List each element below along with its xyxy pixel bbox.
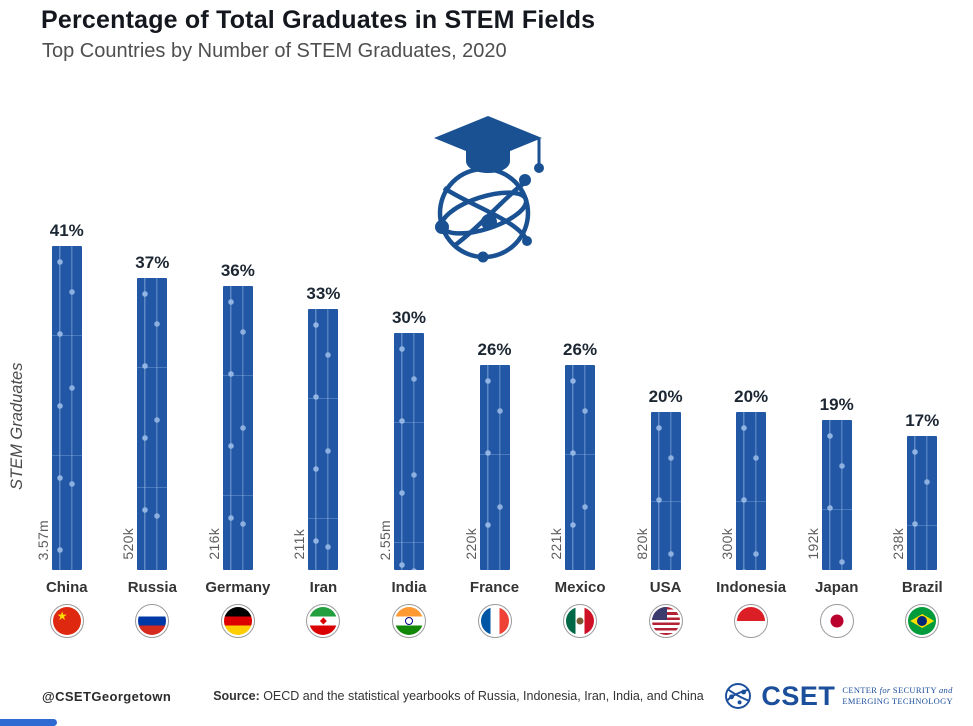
flag-mexico-icon bbox=[563, 604, 598, 638]
bar-russia bbox=[137, 278, 168, 570]
flag-france-icon bbox=[477, 604, 512, 638]
cset-logo-text: CSET bbox=[761, 680, 836, 711]
bar-column-indonesia: 20% Indonesia 300k bbox=[708, 198, 794, 638]
bar-indonesia bbox=[736, 412, 767, 570]
country-label-usa: USA bbox=[649, 579, 682, 596]
bar-mexico bbox=[565, 365, 596, 570]
country-label-indonesia: Indonesia bbox=[716, 579, 787, 596]
page-title: Percentage of Total Graduates in STEM Fi… bbox=[41, 6, 596, 34]
percent-label-brazil: 17% bbox=[905, 411, 940, 430]
bar-column-germany: 36% Germany 216k bbox=[195, 198, 281, 638]
bottom-left-accent-bar bbox=[0, 719, 57, 726]
percent-label-russia: 37% bbox=[135, 253, 170, 272]
flag-iran-icon bbox=[306, 604, 341, 638]
bar-chart: 41% China ★ 3.57m 37% Russia 520k 36% Germany 216… bbox=[24, 198, 965, 638]
count-label-france: 220k bbox=[462, 528, 479, 560]
count-label-indonesia: 300k bbox=[719, 528, 736, 560]
twitter-handle: @CSETGeorgetown bbox=[42, 688, 172, 704]
flag-brazil-icon bbox=[905, 604, 940, 638]
country-label-japan: Japan bbox=[815, 579, 859, 596]
bar-column-russia: 37% Russia 520k bbox=[110, 198, 196, 638]
percent-label-usa: 20% bbox=[648, 387, 683, 406]
bar-column-brazil: 17% Brazil 238k bbox=[879, 198, 965, 638]
flag-japan-icon bbox=[819, 604, 854, 638]
flag-china-icon: ★ bbox=[49, 604, 84, 638]
star-flag-emblem: ★ bbox=[56, 609, 68, 623]
bar-column-mexico: 26% Mexico 221k bbox=[537, 198, 623, 638]
count-label-usa: 820k bbox=[633, 528, 650, 560]
bar-column-india: 30% India 2.55m bbox=[366, 198, 452, 638]
flag-indonesia-icon bbox=[734, 604, 769, 638]
count-label-iran: 211k bbox=[291, 529, 308, 560]
bar-column-china: 41% China ★ 3.57m bbox=[24, 198, 110, 638]
percent-label-france: 26% bbox=[477, 340, 512, 359]
percent-label-china: 41% bbox=[49, 221, 84, 240]
percent-label-mexico: 26% bbox=[563, 340, 598, 359]
country-label-brazil: Brazil bbox=[901, 579, 943, 596]
flag-russia-icon bbox=[135, 604, 170, 638]
bar-column-usa: 20% USA 820k bbox=[623, 198, 709, 638]
source-text: OECD and the statistical yearbooks of Ru… bbox=[259, 689, 704, 703]
sun-flag-emblem bbox=[830, 614, 844, 628]
percent-label-iran: 33% bbox=[306, 284, 341, 303]
country-label-russia: Russia bbox=[127, 579, 177, 596]
chakra-flag-emblem bbox=[404, 617, 413, 625]
bar-column-france: 26% France 220k bbox=[452, 198, 538, 638]
country-label-france: France bbox=[469, 579, 520, 596]
bar-usa bbox=[650, 412, 681, 570]
count-label-russia: 520k bbox=[120, 528, 137, 560]
bar-germany bbox=[222, 286, 253, 570]
bar-brazil bbox=[907, 436, 938, 570]
bar-france bbox=[479, 365, 510, 570]
bar-japan bbox=[821, 420, 852, 570]
count-label-mexico: 221k bbox=[548, 528, 565, 560]
ir-flag-emblem bbox=[319, 617, 327, 625]
bar-column-iran: 33% Iran 211k bbox=[281, 198, 367, 638]
brazil-flag-globe bbox=[917, 616, 928, 626]
count-label-china: 3.57m bbox=[34, 519, 51, 560]
count-label-germany: 216k bbox=[205, 528, 222, 560]
flag-usa-icon bbox=[648, 604, 683, 638]
flag-india-icon bbox=[391, 604, 426, 638]
country-label-mexico: Mexico bbox=[554, 579, 606, 596]
country-label-germany: Germany bbox=[205, 579, 271, 596]
cset-logo-icon bbox=[725, 683, 752, 709]
bar-column-japan: 19% Japan 192k bbox=[794, 198, 880, 638]
count-label-japan: 192k bbox=[804, 528, 821, 560]
bar-india bbox=[393, 333, 424, 570]
page-subtitle: Top Countries by Number of STEM Graduate… bbox=[42, 40, 507, 62]
source-note: Source: OECD and the statistical yearboo… bbox=[213, 689, 704, 703]
percent-label-japan: 19% bbox=[819, 395, 854, 414]
percent-label-india: 30% bbox=[391, 308, 426, 327]
count-label-brazil: 238k bbox=[890, 528, 907, 560]
usa-flag-canton bbox=[651, 607, 667, 621]
cset-tagline: CENTER for SECURITY and EMERGING TECHNOL… bbox=[842, 684, 953, 706]
footer: @CSETGeorgetown Source: OECD and the sta… bbox=[42, 680, 953, 712]
flag-germany-icon bbox=[220, 604, 255, 638]
country-label-iran: Iran bbox=[309, 579, 338, 596]
mx-flag-emblem bbox=[576, 617, 584, 625]
percent-label-germany: 36% bbox=[220, 261, 255, 280]
country-label-china: China bbox=[45, 579, 88, 596]
bar-china bbox=[51, 246, 82, 570]
country-label-india: India bbox=[391, 579, 427, 596]
bar-iran bbox=[308, 309, 339, 570]
count-label-india: 2.55m bbox=[376, 519, 393, 560]
cset-logo: CSET CENTER for SECURITY and EMERGING TE… bbox=[722, 680, 953, 712]
percent-label-indonesia: 20% bbox=[734, 387, 769, 406]
source-label: Source: bbox=[213, 689, 260, 703]
